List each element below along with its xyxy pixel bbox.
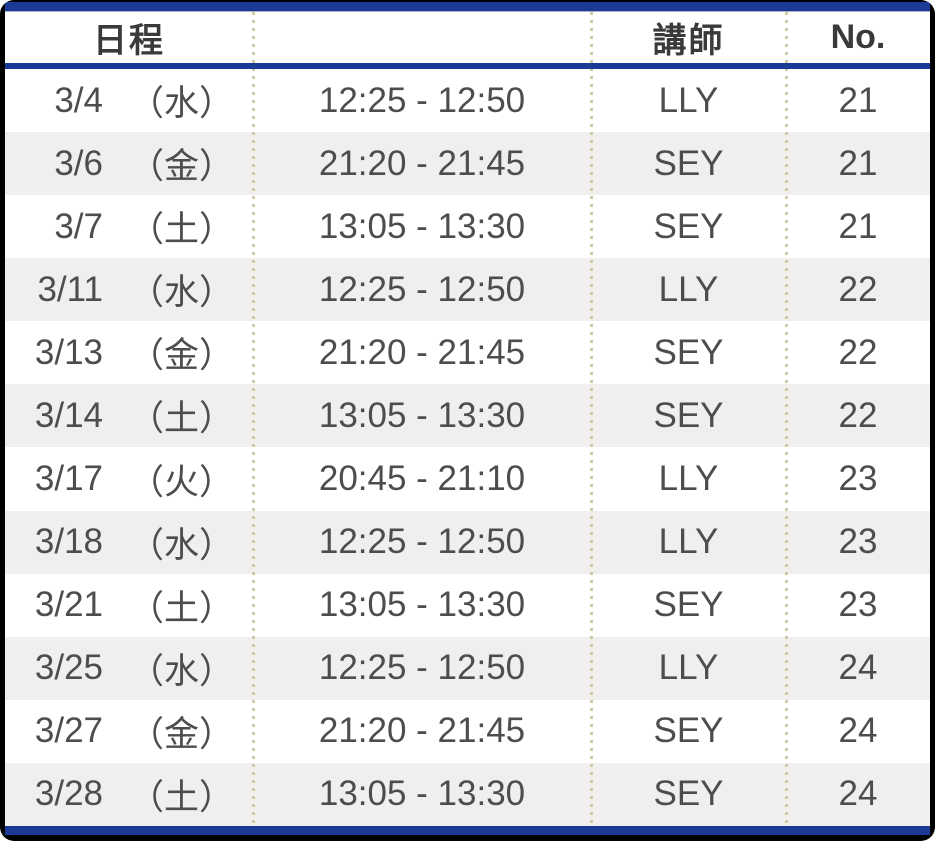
date-cell: 3/21 （土） [5,574,253,637]
header-instructor: 講師 [652,22,725,60]
number-cell: 24 [838,711,878,751]
date-cell: 3/27 （金） [5,700,253,763]
date-cell: 3/13 （金） [5,321,253,384]
table-row: 3/21 （土） 13:05 - 13:30 SEY 23 [5,573,930,637]
column-divider-2 [590,12,593,826]
instructor-cell: SEY [653,711,724,751]
instructor-cell: SEY [653,206,724,246]
table-row: 3/4 （水） 12:25 - 12:50 LLY 21 [5,69,930,133]
date-value: 3/25 [34,648,103,688]
date-cell: 3/14 （土） [5,384,253,447]
date-value: 3/18 [34,522,103,562]
number-cell: 22 [838,269,878,309]
time-cell: 13:05 - 13:30 [318,585,526,625]
number-cell: 21 [838,206,878,246]
table-row: 3/28 （土） 13:05 - 13:30 SEY 24 [5,762,930,826]
date-value: 3/13 [34,332,103,372]
number-cell: 24 [838,648,878,688]
date-cell: 3/4 （水） [5,69,253,132]
number-cell: 22 [838,395,878,435]
date-value: 3/6 [54,143,103,183]
date-cell: 3/25 （水） [5,637,253,700]
time-cell: 20:45 - 21:10 [318,459,526,498]
date-value: 3/27 [34,711,103,751]
table-header-row: 日程 講師 No. [5,12,930,63]
table-row: 3/7 （土） 13:05 - 13:30 SEY 21 [5,195,930,259]
number-cell: 21 [838,80,878,120]
date-value: 3/7 [54,206,103,246]
date-cell: 3/11 （水） [5,258,253,321]
weekday-value: （火） [129,462,235,502]
header-number: No. [830,18,886,56]
date-value: 3/21 [34,585,103,625]
bottom-accent-bar [5,826,930,835]
instructor-cell: SEY [653,143,724,183]
table-row: 3/27 （金） 21:20 - 21:45 SEY 24 [5,699,930,763]
table-row: 3/17 （火） 20:45 - 21:10 LLY 23 [5,447,930,511]
date-value: 3/4 [54,80,103,120]
date-cell: 3/7 （土） [5,195,253,258]
time-cell: 12:25 - 12:50 [318,522,526,562]
header-separator-bar [5,63,930,69]
number-cell: 23 [838,459,878,498]
instructor-cell: SEY [653,774,724,814]
date-cell: 3/6 （金） [5,132,253,195]
weekday-value: （土） [129,777,235,817]
instructor-cell: LLY [658,269,719,309]
time-cell: 21:20 - 21:45 [318,332,526,372]
weekday-value: （土） [129,399,235,439]
table-body: 3/4 （水） 12:25 - 12:50 LLY 21 3/6 （金） 21:… [5,69,930,826]
date-cell: 3/18 （水） [5,511,253,574]
instructor-cell: SEY [653,585,724,625]
date-value: 3/11 [37,269,103,309]
weekday-value: （土） [129,210,235,250]
weekday-value: （金） [129,147,235,187]
date-value: 3/14 [34,395,103,435]
instructor-cell: LLY [658,80,719,120]
weekday-value: （水） [129,84,235,124]
weekday-value: （水） [129,525,235,565]
instructor-cell: LLY [658,648,719,688]
weekday-value: （水） [129,273,235,313]
instructor-cell: SEY [653,332,724,372]
date-value: 3/28 [34,774,103,814]
weekday-value: （金） [129,336,235,376]
time-cell: 21:20 - 21:45 [318,143,526,183]
weekday-value: （水） [129,651,235,691]
date-cell: 3/17 （火） [5,447,253,510]
number-cell: 24 [838,774,878,814]
time-cell: 21:20 - 21:45 [318,711,526,751]
table-row: 3/25 （水） 12:25 - 12:50 LLY 24 [5,636,930,700]
number-cell: 22 [838,332,878,372]
time-cell: 12:25 - 12:50 [318,648,526,688]
time-cell: 13:05 - 13:30 [318,395,526,435]
table-row: 3/13 （金） 21:20 - 21:45 SEY 22 [5,321,930,385]
instructor-cell: LLY [658,459,719,498]
number-cell: 21 [838,143,878,183]
date-value: 3/17 [34,459,103,498]
instructor-cell: SEY [653,395,724,435]
weekday-value: （土） [129,588,235,628]
table-row: 3/6 （金） 21:20 - 21:45 SEY 21 [5,132,930,196]
date-cell: 3/28 （土） [5,763,253,826]
weekday-value: （金） [129,714,235,754]
top-accent-bar [5,2,930,12]
time-cell: 12:25 - 12:50 [318,80,526,120]
table-row: 3/11 （水） 12:25 - 12:50 LLY 22 [5,258,930,322]
time-cell: 13:05 - 13:30 [318,206,526,246]
schedule-table: 日程 講師 No. 3/4 （水） 12:25 - 12:50 LLY 21 3… [5,2,930,835]
number-cell: 23 [838,585,878,625]
time-cell: 13:05 - 13:30 [318,774,526,814]
table-row: 3/14 （土） 13:05 - 13:30 SEY 22 [5,384,930,448]
number-cell: 23 [838,522,878,562]
table-row: 3/18 （水） 12:25 - 12:50 LLY 23 [5,510,930,574]
instructor-cell: LLY [658,522,719,562]
time-cell: 12:25 - 12:50 [318,269,526,309]
column-divider-3 [785,12,788,826]
header-time [253,12,591,63]
column-divider-1 [252,12,255,826]
header-date: 日程 [93,22,165,60]
